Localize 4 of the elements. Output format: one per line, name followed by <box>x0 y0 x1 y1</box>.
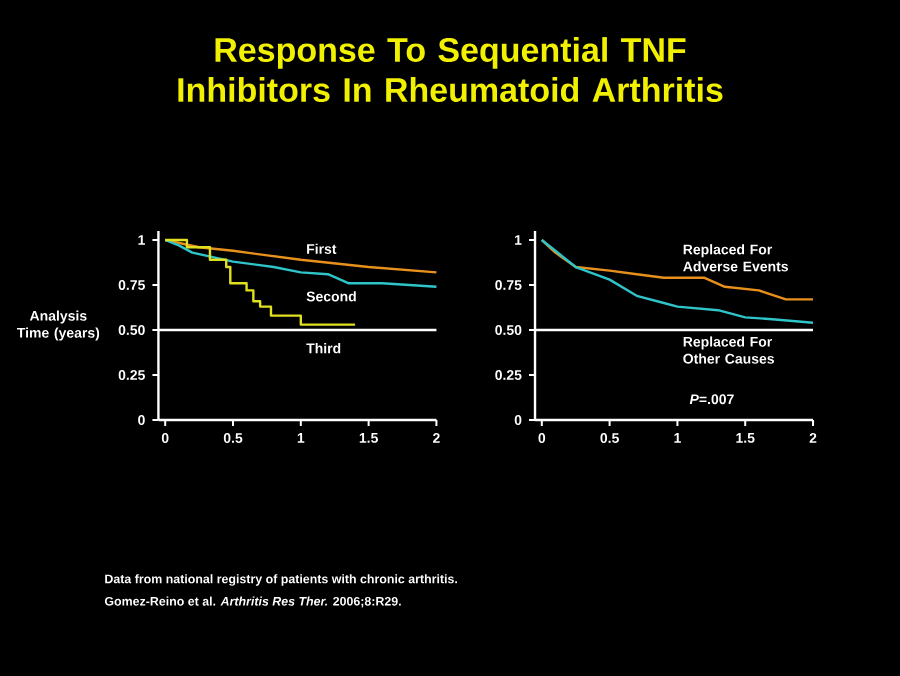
line-series <box>540 238 815 324</box>
line-series <box>164 238 357 326</box>
line-series <box>540 238 815 301</box>
chart-title: Response To Sequential TNF Inhibitors In Rheumatoid Arthritis <box>178 37 723 103</box>
